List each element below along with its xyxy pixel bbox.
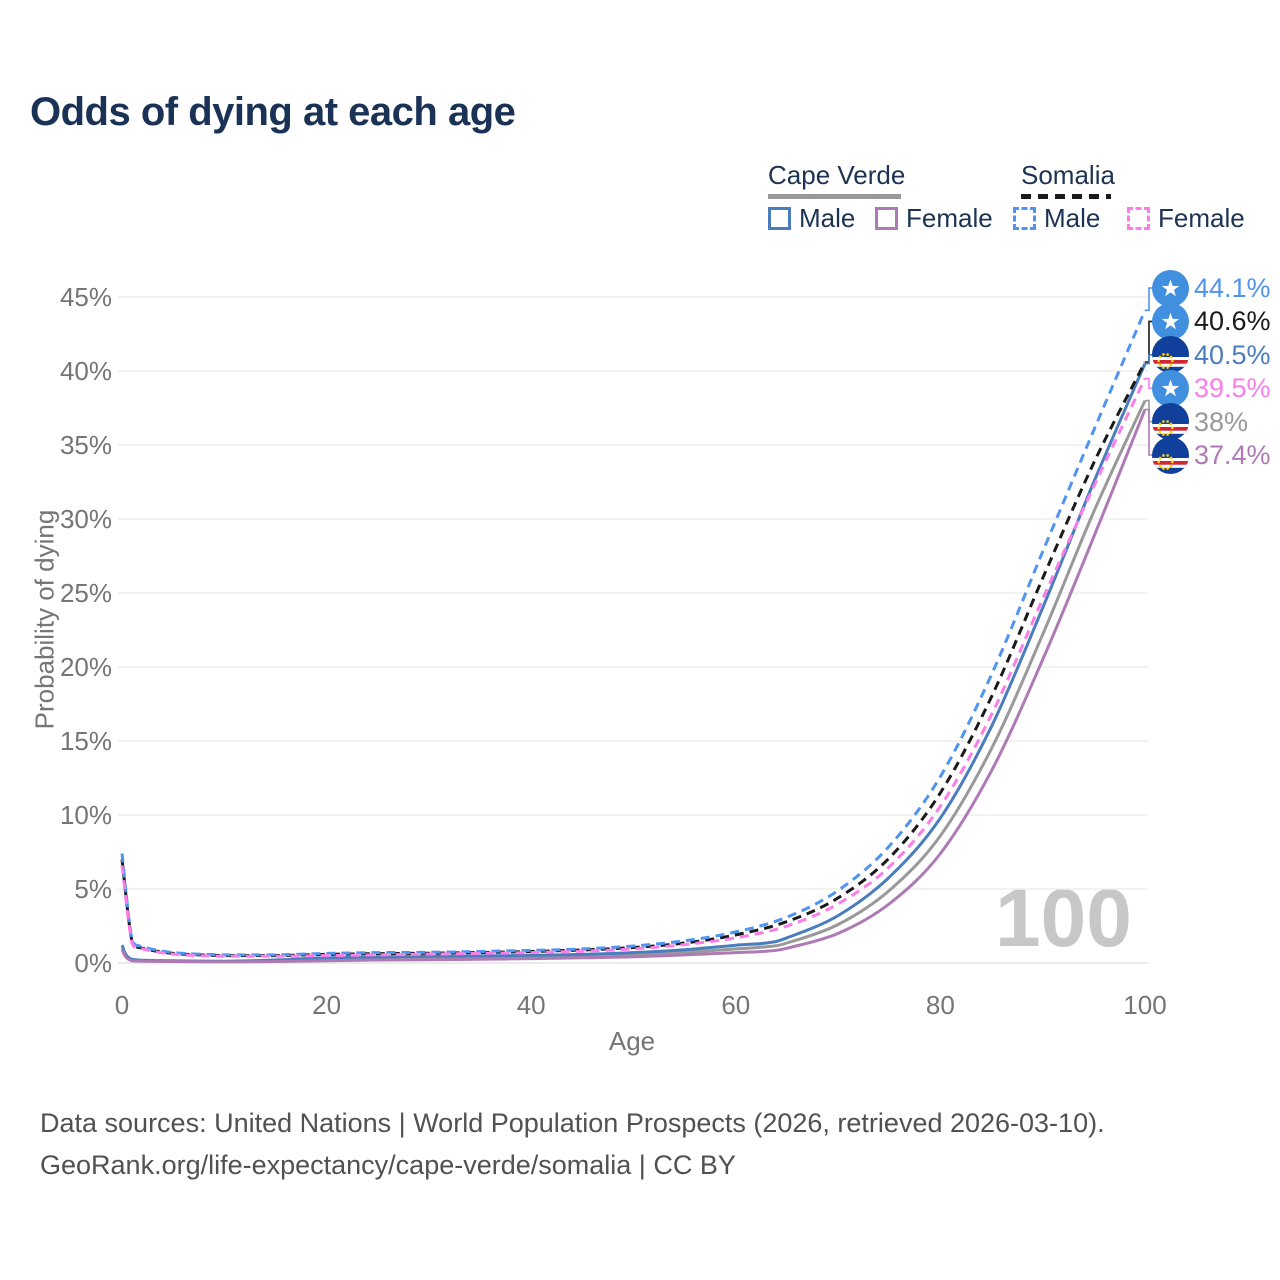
somalia-flag-icon — [1152, 369, 1189, 407]
legend-item-cape-verde-male: Male — [768, 203, 855, 234]
series-end-value: 40.5% — [1194, 339, 1271, 370]
y-tick-label: 0% — [74, 948, 112, 978]
legend-item-label: Male — [1044, 203, 1101, 233]
y-tick-label: 40% — [59, 356, 112, 386]
legend-item-label: Female — [906, 203, 993, 233]
series-end-value: 37.4% — [1194, 440, 1271, 470]
y-tick-label: 10% — [59, 800, 112, 830]
legend-group-cape-verde: Cape Verde — [768, 160, 905, 199]
series-end-value: 44.1% — [1194, 273, 1271, 303]
legend-group-title: Cape Verde — [768, 160, 906, 190]
legend-group-title: Somalia — [1021, 160, 1115, 190]
series-end-value: 38% — [1194, 406, 1249, 437]
legend-swatch-icon — [1127, 207, 1150, 230]
legend-group-somalia: Somalia — [1021, 160, 1115, 199]
series-end-label-somalia-female: 39.5% — [1152, 369, 1271, 407]
cape-verde-flag-icon — [1152, 403, 1189, 441]
y-tick-label: 45% — [59, 282, 112, 312]
x-tick-label: 60 — [721, 990, 751, 1020]
legend-item-somalia-female: Female — [1127, 203, 1245, 234]
legend-item-label: Female — [1158, 203, 1245, 233]
x-axis-title: Age — [608, 1026, 656, 1056]
somalia-flag-icon — [1152, 302, 1189, 340]
y-tick-label: 25% — [59, 578, 112, 608]
y-tick-label: 5% — [74, 874, 112, 904]
cape-verde-flag-icon — [1152, 336, 1189, 374]
series-line-somalia-female — [120, 377, 1147, 958]
series-end-label-somalia-all: 40.6% — [1152, 302, 1271, 340]
series-line-cape-verde-male — [120, 363, 1147, 963]
y-tick-label: 35% — [59, 430, 112, 460]
x-tick-label: 20 — [312, 990, 342, 1020]
page-title: Odds of dying at each age — [30, 90, 516, 134]
legend-underline-solid — [768, 194, 901, 199]
data-source-note: Data sources: United Nations | World Pop… — [40, 1108, 1105, 1138]
series-end-label-somalia-male: 44.1% — [1152, 269, 1271, 307]
x-tick-label: 80 — [925, 990, 955, 1020]
x-tick-label: 40 — [516, 990, 546, 1020]
series-end-label-cape-verde-female: 37.4% — [1152, 436, 1271, 474]
attribution-note: GeoRank.org/life-expectancy/cape-verde/s… — [40, 1150, 736, 1180]
legend-swatch-icon — [1013, 207, 1036, 230]
watermark-age-100: 100 — [995, 873, 1132, 964]
series-end-label-cape-verde-male: 40.5% — [1152, 336, 1271, 374]
legend-underline-dashed — [1021, 194, 1111, 199]
legend-swatch-icon — [768, 207, 791, 230]
series-line-cape-verde-female — [120, 408, 1147, 964]
series-end-label-cape-verde-all: 38% — [1152, 403, 1249, 441]
x-tick-label: 0 — [114, 990, 130, 1020]
series-line-somalia-all — [120, 361, 1147, 958]
x-tick-label: 100 — [1123, 990, 1167, 1020]
legend-item-cape-verde-female: Female — [875, 203, 993, 234]
legend-item-somalia-male: Male — [1013, 203, 1100, 234]
series-line-cape-verde-all — [120, 399, 1147, 964]
y-tick-label: 30% — [59, 504, 112, 534]
series-end-value: 40.6% — [1194, 306, 1271, 337]
y-tick-label: 15% — [59, 726, 112, 756]
somalia-flag-icon — [1152, 269, 1189, 307]
series-end-value: 39.5% — [1194, 373, 1271, 404]
legend-item-label: Male — [799, 203, 856, 233]
series-line-somalia-male — [120, 309, 1147, 957]
y-tick-label: 20% — [59, 652, 112, 682]
legend-swatch-icon — [875, 207, 898, 230]
cape-verde-flag-icon — [1152, 436, 1189, 474]
